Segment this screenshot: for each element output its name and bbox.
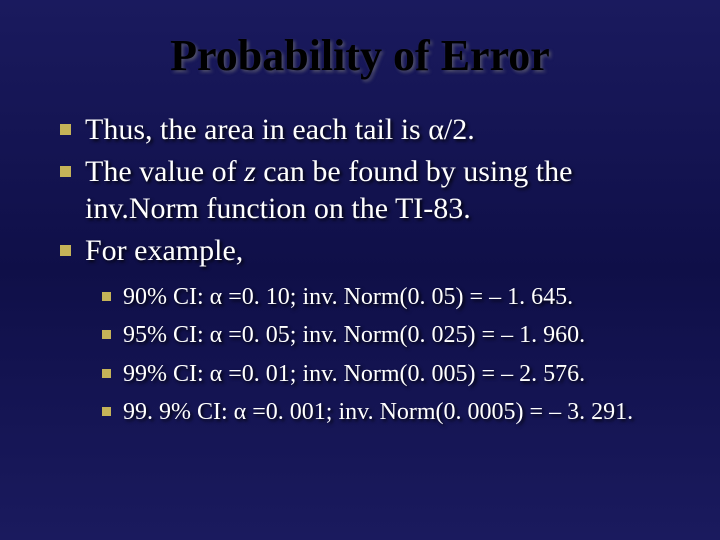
italic-z: z — [244, 155, 256, 188]
text-fragment: =0. 05; inv. Norm(0. 025) = – 1. 960. — [222, 322, 585, 348]
slide-title: Probability of Error — [40, 30, 680, 81]
square-bullet-icon — [60, 245, 71, 256]
main-item: For example, — [60, 232, 680, 270]
main-item: The value of z can be found by using the… — [60, 153, 680, 228]
text-fragment: The value of — [85, 155, 244, 188]
main-item-text: The value of z can be found by using the… — [85, 153, 680, 228]
square-bullet-icon — [102, 330, 111, 339]
text-fragment: =0. 10; inv. Norm(0. 05) = – 1. 645. — [222, 284, 573, 310]
square-bullet-icon — [60, 124, 71, 135]
sub-item-text: 99% CI: α =0. 01; inv. Norm(0. 005) = – … — [123, 358, 585, 390]
main-item-text: For example, — [85, 232, 243, 270]
alpha-symbol: α — [210, 284, 223, 310]
square-bullet-icon — [102, 407, 111, 416]
text-fragment: /2. — [444, 113, 475, 146]
sub-list: 90% CI: α =0. 10; inv. Norm(0. 05) = – 1… — [102, 281, 680, 429]
text-fragment: 90% CI: — [123, 284, 210, 310]
main-item-text: Thus, the area in each tail is α/2. — [85, 111, 475, 149]
text-fragment: 99. 9% CI: — [123, 399, 234, 425]
alpha-symbol: α — [210, 361, 223, 387]
alpha-symbol: α — [234, 399, 247, 425]
sub-item: 90% CI: α =0. 10; inv. Norm(0. 05) = – 1… — [102, 281, 680, 313]
text-fragment: =0. 01; inv. Norm(0. 005) = – 2. 576. — [222, 361, 585, 387]
sub-item: 99% CI: α =0. 01; inv. Norm(0. 005) = – … — [102, 358, 680, 390]
main-list: Thus, the area in each tail is α/2. The … — [60, 111, 680, 269]
text-fragment: 99% CI: — [123, 361, 210, 387]
sub-item: 99. 9% CI: α =0. 001; inv. Norm(0. 0005)… — [102, 396, 680, 428]
slide-container: Probability of Error Thus, the area in e… — [0, 0, 720, 540]
text-fragment: Thus, the area in each tail is — [85, 113, 428, 146]
text-fragment: =0. 001; inv. Norm(0. 0005) = – 3. 291. — [246, 399, 633, 425]
square-bullet-icon — [102, 292, 111, 301]
sub-item-text: 95% CI: α =0. 05; inv. Norm(0. 025) = – … — [123, 319, 585, 351]
sub-item-text: 90% CI: α =0. 10; inv. Norm(0. 05) = – 1… — [123, 281, 573, 313]
square-bullet-icon — [60, 166, 71, 177]
alpha-symbol: α — [428, 113, 444, 146]
sub-item-text: 99. 9% CI: α =0. 001; inv. Norm(0. 0005)… — [123, 396, 633, 428]
main-item: Thus, the area in each tail is α/2. — [60, 111, 680, 149]
square-bullet-icon — [102, 369, 111, 378]
sub-item: 95% CI: α =0. 05; inv. Norm(0. 025) = – … — [102, 319, 680, 351]
text-fragment: 95% CI: — [123, 322, 210, 348]
alpha-symbol: α — [210, 322, 223, 348]
